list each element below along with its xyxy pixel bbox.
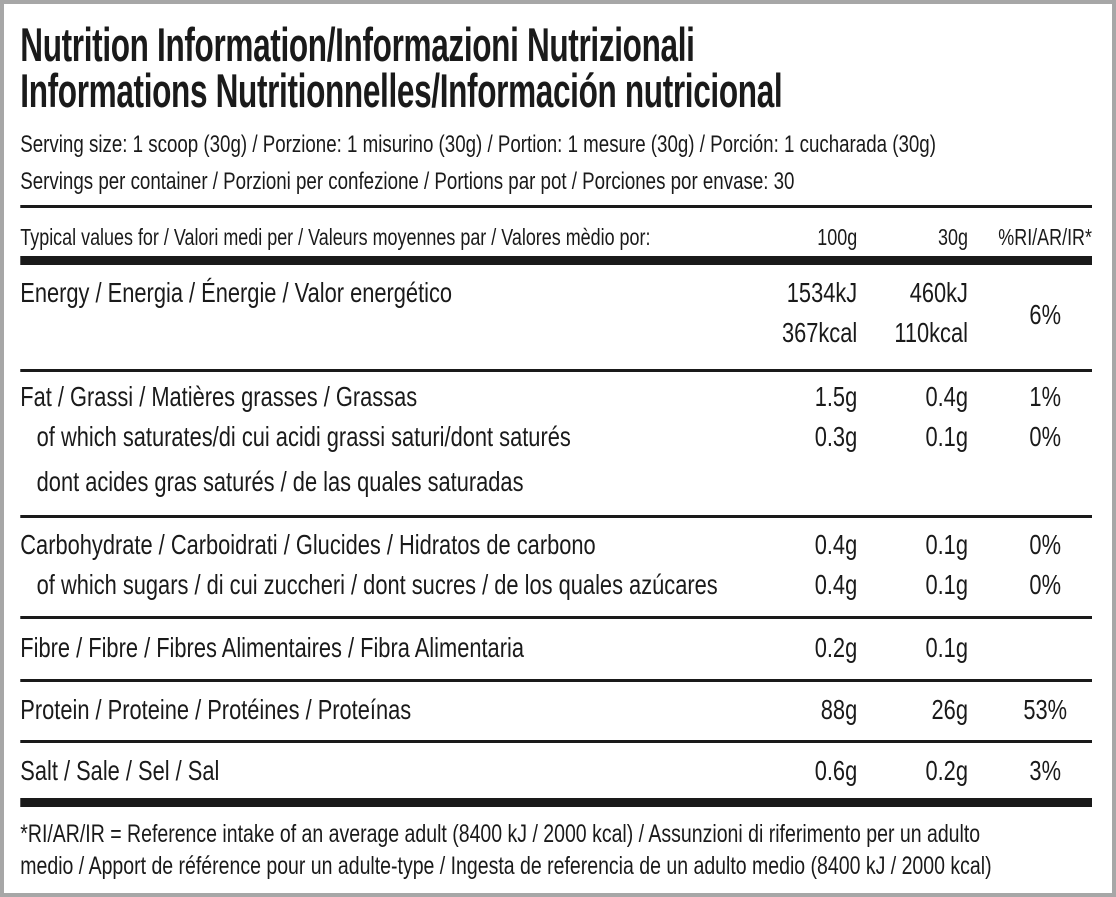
sugars-label: of which sugars / di cui zuccheri / dont… (36, 569, 718, 600)
divider-thick (20, 798, 1092, 807)
fibre-label: Fibre / Fibre / Fibres Alimentaires / Fi… (20, 632, 524, 663)
fibre-100g: 0.2g (814, 632, 858, 663)
carbohydrate-ri: 0% (1029, 529, 1061, 560)
carbohydrate-100g: 0.4g (814, 529, 858, 560)
title-line-1: Nutrition Information/Informazioni Nutri… (20, 18, 695, 71)
saturates-30g: 0.1g (925, 421, 968, 452)
sugars-30g: 0.1g (925, 569, 968, 600)
saturates-label-2: dont acides gras saturés / de las quales… (36, 466, 524, 497)
fibre-30g: 0.1g (925, 632, 968, 663)
protein-ri: 53% (1023, 694, 1068, 725)
header-label: Typical values for / Valori medi per / V… (20, 224, 651, 250)
sugars-ri: 0% (1029, 569, 1061, 600)
energy-label: Energy / Energia / Énergie / Valor energ… (20, 277, 453, 308)
carbohydrate-30g: 0.1g (925, 529, 968, 560)
protein-30g: 26g (931, 694, 968, 725)
fat-30g: 0.4g (925, 381, 968, 412)
title-line-2: Informations Nutritionnelles/Información… (20, 64, 783, 117)
salt-100g: 0.6g (814, 755, 858, 786)
divider (20, 740, 1092, 743)
divider-thick (20, 256, 1092, 265)
header-100g: 100g (817, 224, 858, 250)
footnote-line-1: *RI/AR/IR = Reference intake of an avera… (20, 820, 981, 848)
salt-30g: 0.2g (925, 755, 968, 786)
energy-kcal-30g: 110kcal (894, 317, 968, 348)
fat-ri: 1% (1029, 381, 1061, 412)
divider (20, 369, 1092, 372)
fat-label: Fat / Grassi / Matières grasses / Grassa… (20, 381, 418, 412)
divider (20, 205, 1092, 208)
fat-100g: 1.5g (814, 381, 858, 412)
saturates-label-1: of which saturates/di cui acidi grassi s… (36, 421, 571, 452)
serving-size: Serving size: 1 scoop (30g) / Porzione: … (20, 131, 936, 158)
energy-kcal-100g: 367kcal (781, 317, 858, 348)
carbohydrate-label: Carbohydrate / Carboidrati / Glucides / … (20, 529, 596, 560)
salt-label: Salt / Sale / Sel / Sal (20, 755, 220, 786)
saturates-100g: 0.3g (814, 421, 858, 452)
sugars-100g: 0.4g (814, 569, 858, 600)
divider (20, 679, 1092, 682)
divider (20, 616, 1092, 619)
saturates-ri: 0% (1029, 421, 1061, 452)
protein-100g: 88g (820, 694, 858, 725)
protein-label: Protein / Proteine / Protéines / Proteín… (20, 694, 412, 725)
salt-ri: 3% (1029, 755, 1061, 786)
header-ri: %RI/AR/IR* (998, 224, 1092, 250)
header-30g: 30g (938, 224, 968, 250)
energy-ri: 6% (1029, 299, 1061, 330)
energy-kj-100g: 1534kJ (786, 277, 858, 308)
servings-per-container: Servings per container / Porzioni per co… (20, 168, 795, 195)
divider (20, 515, 1092, 518)
energy-kj-30g: 460kJ (909, 277, 968, 308)
footnote-line-2: medio / Apport de référence pour un adul… (20, 852, 992, 880)
